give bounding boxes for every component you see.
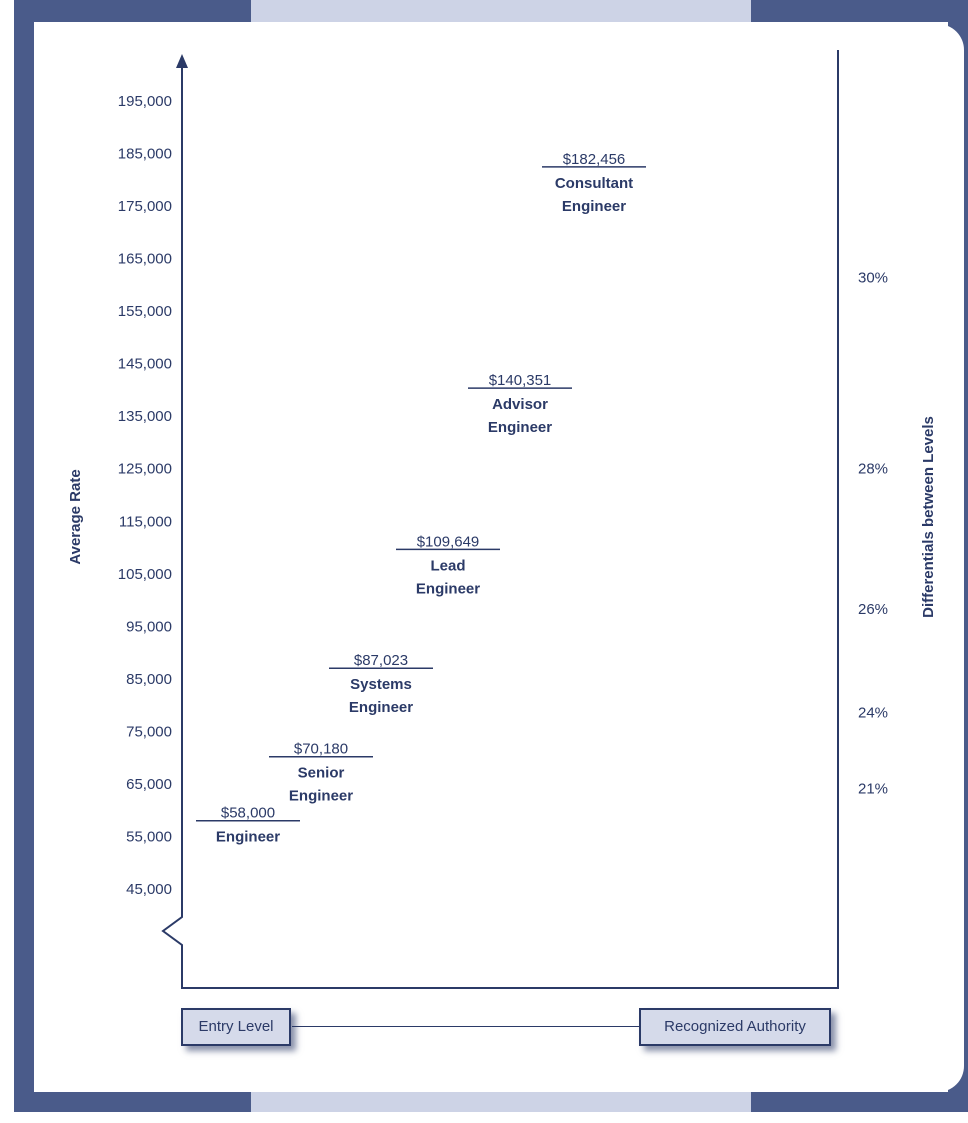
role-label: Engineer bbox=[216, 829, 280, 846]
y-tick-label: 55,000 bbox=[126, 828, 172, 845]
differential-labels: 21% 24% 26% 28% 30% bbox=[858, 269, 888, 797]
y-tick-label: 185,000 bbox=[118, 146, 172, 163]
chart-panel bbox=[34, 24, 964, 1092]
role-label: Systems bbox=[350, 676, 412, 693]
salary-label: $109,649 bbox=[417, 533, 480, 550]
y-axis-arrowhead bbox=[176, 54, 188, 68]
data-points: $58,000 Engineer $70,180 Senior Engineer $87,… bbox=[196, 151, 646, 846]
entry-level-box: Entry Level bbox=[181, 1008, 291, 1046]
role-label: Engineer bbox=[562, 198, 626, 215]
y-tick-label: 155,000 bbox=[118, 303, 172, 320]
differential-label: 24% bbox=[858, 704, 888, 721]
y-tick-label: 175,000 bbox=[118, 198, 172, 215]
y-tick-label: 95,000 bbox=[126, 618, 172, 635]
differential-label: 26% bbox=[858, 601, 888, 618]
salary-chart: 45,000 55,000 65,000 75,000 85,000 95,000 105,… bbox=[67, 50, 937, 989]
salary-label: $87,023 bbox=[354, 652, 408, 669]
recognized-authority-box: Recognized Authority bbox=[639, 1008, 831, 1046]
role-label: Senior bbox=[298, 765, 345, 782]
entry-level-label: Entry Level bbox=[198, 1018, 274, 1035]
y-tick-label: 85,000 bbox=[126, 671, 172, 688]
chart-axes bbox=[161, 50, 839, 989]
frame-bottom-bar bbox=[14, 1092, 968, 1112]
role-label: Lead bbox=[430, 557, 465, 574]
role-label: Engineer bbox=[416, 580, 480, 597]
role-label: Engineer bbox=[289, 788, 353, 805]
role-label: Engineer bbox=[349, 699, 413, 716]
differential-label: 28% bbox=[858, 461, 888, 478]
y2-axis-title: Differentials between Levels bbox=[920, 416, 937, 618]
level-connector-line bbox=[292, 1026, 642, 1027]
differential-label: 21% bbox=[858, 781, 888, 798]
salary-label: $182,456 bbox=[563, 151, 626, 168]
y-tick-label: 195,000 bbox=[118, 93, 172, 110]
y-tick-label: 145,000 bbox=[118, 356, 172, 373]
y-tick-label: 65,000 bbox=[126, 776, 172, 793]
role-label: Engineer bbox=[488, 419, 552, 436]
y-tick-labels: 45,000 55,000 65,000 75,000 85,000 95,000 105,… bbox=[118, 93, 172, 898]
y-tick-label: 115,000 bbox=[119, 513, 172, 530]
differential-label: 30% bbox=[858, 269, 888, 286]
y-tick-label: 105,000 bbox=[118, 566, 172, 583]
role-label: Consultant bbox=[555, 175, 633, 192]
axis-line bbox=[161, 50, 839, 989]
frame-left-border bbox=[14, 0, 34, 1112]
y-tick-label: 165,000 bbox=[118, 251, 172, 268]
y-tick-label: 135,000 bbox=[118, 408, 172, 425]
y-tick-label: 75,000 bbox=[126, 723, 172, 740]
salary-label: $140,351 bbox=[489, 372, 552, 389]
y-tick-label: 45,000 bbox=[126, 881, 172, 898]
y-axis-title: Average Rate bbox=[67, 469, 84, 564]
recognized-authority-label: Recognized Authority bbox=[664, 1018, 806, 1035]
salary-label: $70,180 bbox=[294, 741, 348, 758]
frame-top-bar bbox=[14, 0, 968, 22]
role-label: Advisor bbox=[492, 396, 548, 413]
y-tick-label: 125,000 bbox=[118, 461, 172, 478]
salary-label: $58,000 bbox=[221, 805, 275, 822]
